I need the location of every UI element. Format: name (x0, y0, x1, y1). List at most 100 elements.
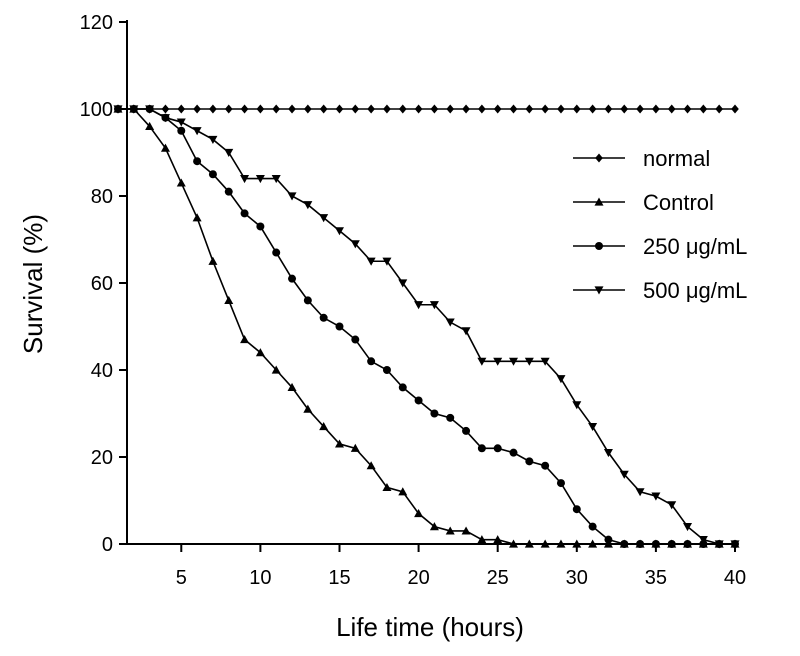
data-point (129, 105, 139, 114)
data-point (572, 104, 581, 114)
data-point (509, 448, 518, 457)
data-point (493, 535, 503, 544)
data-point (572, 539, 582, 548)
data-point (303, 201, 313, 210)
data-point (525, 104, 534, 114)
data-point (588, 104, 597, 114)
data-point (462, 104, 470, 114)
data-point (524, 539, 534, 548)
data-point (620, 540, 629, 548)
data-point (208, 170, 217, 179)
data-point (731, 104, 739, 114)
y-tick-label: 80 (91, 186, 113, 208)
data-point (540, 539, 550, 548)
legend-marker (595, 242, 603, 250)
x-tick-label: 35 (645, 567, 667, 589)
legend-label: 250 μg/mL (643, 234, 747, 259)
data-point (350, 443, 360, 452)
series-line (118, 108, 735, 545)
data-point (462, 426, 471, 435)
data-point (160, 143, 170, 152)
y-tick-label: 40 (91, 360, 113, 382)
legend-entry: normal (573, 146, 710, 171)
data-point (398, 383, 407, 392)
data-point (335, 104, 344, 114)
data-point (651, 492, 661, 501)
data-point (208, 256, 218, 265)
data-point (367, 104, 375, 114)
data-point (430, 409, 439, 418)
data-point (177, 104, 186, 114)
data-point (477, 444, 486, 453)
plot-area (113, 104, 740, 549)
y-tick-label: 0 (102, 534, 113, 556)
data-point (303, 296, 312, 305)
data-point (461, 526, 471, 535)
data-point (683, 540, 692, 548)
data-point (540, 357, 550, 366)
legend-entry: 250 μg/mL (573, 234, 747, 259)
data-point (367, 357, 376, 366)
data-point (509, 357, 519, 366)
y-tick-label: 60 (91, 273, 113, 295)
data-point (161, 104, 170, 114)
data-point (430, 104, 439, 114)
data-point (145, 121, 155, 130)
data-point (556, 479, 565, 488)
data-point (240, 104, 249, 114)
data-point (604, 535, 613, 544)
data-point (636, 540, 645, 548)
x-tick-label: 5 (176, 567, 187, 589)
data-point (414, 301, 424, 310)
data-point (319, 422, 329, 431)
data-point (287, 382, 297, 391)
data-point (556, 539, 566, 548)
data-point (398, 104, 407, 114)
data-point (477, 357, 487, 366)
legend-marker (594, 197, 604, 206)
data-point (192, 213, 202, 222)
data-point (288, 274, 297, 283)
data-point (429, 522, 439, 531)
data-point (667, 540, 676, 548)
y-tick-label: 120 (80, 12, 113, 34)
data-point (635, 488, 645, 497)
data-point (699, 104, 708, 114)
data-point (319, 313, 328, 322)
data-point (271, 365, 281, 374)
series-2 (114, 105, 739, 548)
data-point (541, 461, 550, 470)
data-point (683, 523, 693, 532)
x-axis-title: Life time (hours) (336, 612, 524, 642)
data-point (255, 348, 265, 357)
data-point (113, 105, 123, 114)
data-point (667, 501, 677, 510)
legend-entry: 500 μg/mL (573, 278, 747, 303)
series-3 (113, 105, 740, 549)
data-point (145, 105, 155, 114)
data-point (557, 104, 565, 114)
data-point (334, 227, 344, 236)
data-point (572, 401, 582, 410)
data-point (240, 209, 249, 218)
series-0 (114, 104, 739, 114)
data-point (414, 396, 423, 405)
data-point (334, 439, 344, 448)
data-point (193, 104, 201, 114)
data-point (730, 540, 740, 549)
data-point (556, 375, 566, 384)
data-point (509, 104, 518, 114)
x-tick-label: 20 (407, 567, 429, 589)
data-point (652, 104, 660, 114)
y-axis-title: Survival (%) (18, 214, 48, 354)
data-point (715, 104, 724, 114)
data-point (176, 118, 186, 127)
data-point (382, 257, 392, 266)
data-point (160, 114, 170, 123)
data-point (319, 214, 329, 223)
data-point (382, 366, 391, 374)
data-point (398, 279, 408, 288)
data-point (651, 540, 660, 548)
data-point (509, 539, 519, 548)
data-point (667, 104, 676, 114)
